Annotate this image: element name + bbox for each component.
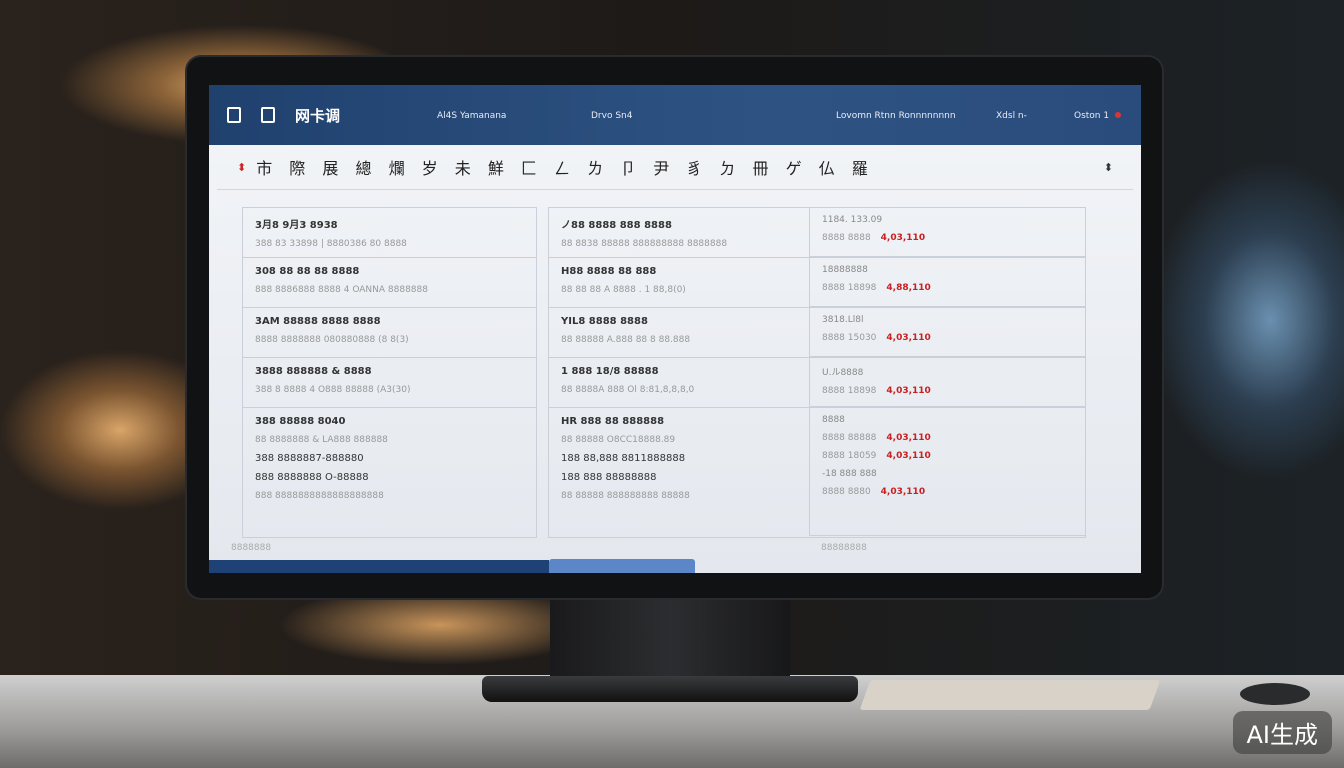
watermark: AI生成 xyxy=(1232,711,1332,754)
table-row[interactable]: 1184. 133.09 8888 8888 4,03,110 xyxy=(810,207,1086,257)
row-title: 188 888 88888888 xyxy=(561,472,657,483)
row-title: 388 8888887-888880 xyxy=(255,453,364,464)
table-row[interactable]: 8888 8888 88888 4,03,110 8888 18059 4,03,110… xyxy=(810,407,1086,536)
row-value: 4,03,110 xyxy=(880,487,926,497)
table-row[interactable]: H88 8888 88 888 88 88 88 A 8888 . 1 88,8(… xyxy=(549,258,1085,308)
nav-item-4[interactable]: Xdsl n- xyxy=(996,111,1027,121)
row-title: H88 8888 88 888 xyxy=(561,266,657,277)
row-subtitle: 88 88888 888888888 88888 xyxy=(561,491,690,501)
monitor-screen: 网卡调 Al4S Yamanana Drvo Sn4 Lovomn Rtnn R… xyxy=(209,85,1141,573)
row-value: 4,03,110 xyxy=(886,333,931,343)
table-row[interactable]: YIL8 8888 8888 88 88888 A.888 88 8 88.888 xyxy=(549,308,1085,358)
row-number: 8888 8888 xyxy=(822,233,871,243)
app-icon[interactable] xyxy=(227,107,241,123)
row-label: 8888 xyxy=(822,415,845,425)
nav-item-2[interactable]: Drvo Sn4 xyxy=(591,111,633,121)
user-label: Oston 1 xyxy=(1074,111,1110,121)
row-values: 8888 18898 4,03,110 xyxy=(822,386,1073,396)
row-label: 1184. 133.09 xyxy=(822,215,883,225)
title-row: ⬍ 市 際 展 總 爛 岁 未 鮮 匚 ㄥ ㄌ 卩 尹 豸 ㄉ 冊 ゲ 仏 羅 … xyxy=(217,145,1133,190)
table-row[interactable]: HR 888 88 888888 88 88888 O8CC18888.89 188… xyxy=(549,408,1085,537)
row-value: 4,03,110 xyxy=(880,233,926,243)
table-row[interactable]: 308 88 88 88 8888 888 8886888 8888 4 OANN… xyxy=(243,258,536,308)
row-label: 3818.Ll8l xyxy=(822,315,864,325)
sort-icon[interactable]: ⬍ xyxy=(237,160,247,174)
table-row[interactable]: 388 88888 8040 88 8888888 & LA888 888888 3… xyxy=(243,408,536,537)
row-title: 3888 888888 & 8888 xyxy=(255,366,372,377)
row-subtitle: 888 8888888888888888888 xyxy=(255,491,384,501)
row-subtitle: 388 8 8888 4 O888 88888 (A3(30) xyxy=(255,385,411,395)
table-row[interactable]: 3月8 9月3 8938 388 83 33898 | 8880386 80 88… xyxy=(243,208,536,258)
footer-right: 88888888 xyxy=(821,543,867,553)
footer-left: 8888888 xyxy=(231,543,272,553)
left-table: 3月8 9月3 8938 388 83 33898 | 8880386 80 88… xyxy=(242,207,537,538)
row-subtitle: 88 88 88 A 8888 . 1 88,8(0) xyxy=(561,285,686,295)
table-row[interactable]: ノ88 8888 888 8888 88 8838 88888 888888888… xyxy=(549,208,1085,258)
row-number: 8888 15030 xyxy=(822,333,877,343)
row-number: 8888 8880 xyxy=(822,487,871,497)
nav-item-3[interactable]: Lovomn Rtnn Ronnnnnnnn xyxy=(836,111,956,121)
row-number: 8888 88888 xyxy=(822,433,877,443)
row-title: 888 8888888 O-88888 xyxy=(255,472,369,483)
row-subtitle: 88 8888A 888 Ol 8:81,8,8,8,0 xyxy=(561,385,695,395)
page-title: 市 際 展 總 爛 岁 未 鮮 匚 ㄥ ㄌ 卩 尹 豸 ㄉ 冊 ゲ 仏 羅 xyxy=(256,159,874,178)
row-values: 8888 8880 4,03,110 xyxy=(822,487,1073,497)
action-button[interactable] xyxy=(549,559,695,573)
row-subtitle: 88 8838 88888 888888888 8888888 xyxy=(561,239,728,249)
row-title: YIL8 8888 8888 xyxy=(561,316,648,327)
row-number: 8888 18898 xyxy=(822,386,877,396)
row-title: 3月8 9月3 8938 xyxy=(255,220,338,231)
row-values: 8888 8888 4,03,110 xyxy=(822,233,1073,243)
row-subtitle: 88 88888 A.888 88 8 88.888 xyxy=(561,335,691,345)
row-values: 8888 18898 4,88,110 xyxy=(822,283,1073,293)
row-subtitle: 8888 8888888 080880888 (8 8(3) xyxy=(255,335,409,345)
row-number: 8888 18898 xyxy=(822,283,877,293)
row-subtitle: 88 8888888 & LA888 888888 xyxy=(255,435,388,445)
row-label: U.ル8888 xyxy=(822,368,864,378)
row-values: 8888 88888 4,03,110 xyxy=(822,433,1073,443)
mouse xyxy=(1240,683,1310,705)
row-title: 3AM 88888 8888 8888 xyxy=(255,316,381,327)
logo: 网卡调 xyxy=(295,106,341,125)
row-label: 18888888 xyxy=(822,265,868,275)
table-row[interactable]: 18888888 8888 18898 4,88,110 xyxy=(810,257,1086,307)
monitor-stand xyxy=(550,590,790,685)
row-value: 4,03,110 xyxy=(886,433,931,443)
document-icon[interactable] xyxy=(261,107,275,123)
row-title: 1 888 18/8 88888 xyxy=(561,366,659,377)
row-number: 8888 18059 xyxy=(822,451,877,461)
row-values: 8888 15030 4,03,110 xyxy=(822,333,1073,343)
row-title: 388 88888 8040 xyxy=(255,416,346,427)
papers xyxy=(859,680,1161,710)
row-subtitle: 88 88888 O8CC18888.89 xyxy=(561,435,676,445)
table-row[interactable]: U.ル8888 8888 18898 4,03,110 xyxy=(810,357,1086,407)
row-value: 4,03,110 xyxy=(886,386,931,396)
monitor-base xyxy=(482,676,858,702)
expand-icon[interactable]: ⬍ xyxy=(1103,160,1113,174)
row-values: 8888 18059 4,03,110 xyxy=(822,451,1073,461)
row-title: 308 88 88 88 8888 xyxy=(255,266,360,277)
row-label: -18 888 888 xyxy=(822,469,877,479)
row-subtitle: 888 8886888 8888 4 OANNA 8888888 xyxy=(255,285,428,295)
row-title: 188 88,888 8811888888 xyxy=(561,453,686,464)
row-subtitle: 388 83 33898 | 8880386 80 8888 xyxy=(255,239,407,249)
right-table: 1184. 133.09 8888 8888 4,03,110 18888888 888… xyxy=(809,207,1086,536)
nav-item-5[interactable]: Oston 1 xyxy=(1074,111,1122,121)
row-title: HR 888 88 888888 xyxy=(561,416,665,427)
table-row[interactable]: 3888 888888 & 8888 388 8 8888 4 O888 8888… xyxy=(243,358,536,408)
table-row[interactable]: 3818.Ll8l 8888 15030 4,03,110 xyxy=(810,307,1086,357)
taskbar xyxy=(209,560,549,573)
middle-table: ノ88 8888 888 8888 88 8838 88888 888888888… xyxy=(548,207,1086,538)
top-bar: 网卡调 Al4S Yamanana Drvo Sn4 Lovomn Rtnn R… xyxy=(209,85,1141,145)
table-row[interactable]: 1 888 18/8 88888 88 8888A 888 Ol 8:81,8,8… xyxy=(549,358,1085,408)
notification-dot xyxy=(1115,112,1122,118)
row-value: 4,03,110 xyxy=(886,451,931,461)
nav-item-1[interactable]: Al4S Yamanana xyxy=(437,111,507,121)
table-row[interactable]: 3AM 88888 8888 8888 8888 8888888 08088088… xyxy=(243,308,536,358)
row-value: 4,88,110 xyxy=(886,283,931,293)
row-title: ノ88 8888 888 8888 xyxy=(561,220,672,231)
